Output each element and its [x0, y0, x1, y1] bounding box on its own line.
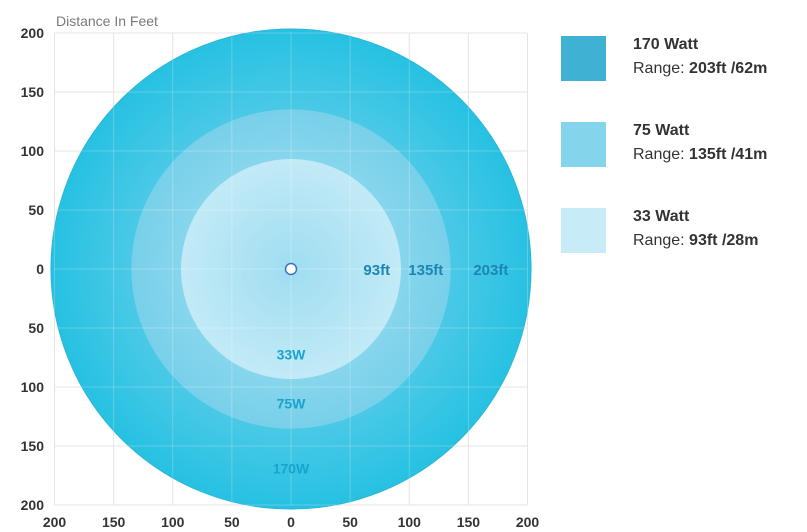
legend-range-value: 203ft /62m	[689, 60, 768, 77]
legend-name: 33 Watt	[633, 208, 690, 225]
legend-item-170w: 170 Watt Range: 203ft /62m	[561, 36, 801, 82]
y-tick-label: 100	[21, 379, 45, 395]
watt-label-75w: 75W	[277, 396, 307, 412]
legend-swatch-33w	[561, 208, 606, 253]
y-tick-label: 150	[21, 84, 45, 100]
legend-swatch-75w	[561, 122, 606, 167]
y-tick-label: 50	[28, 320, 44, 336]
radius-label-75w: 135ft	[408, 262, 443, 279]
legend-item-75w: 75 Watt Range: 135ft /41m	[561, 122, 801, 168]
legend-range: Range: 135ft /41m	[633, 146, 767, 164]
legend-range: Range: 93ft /28m	[633, 232, 758, 250]
watt-label-33w: 33W	[277, 347, 307, 363]
x-tick-label: 150	[457, 514, 481, 530]
legend-range-prefix: Range:	[633, 60, 685, 77]
axis-ticks: 200 150 100 50 0 50 100 150 20020015010050050100…	[21, 25, 540, 530]
legend-range-prefix: Range:	[633, 232, 685, 249]
legend-range-prefix: Range:	[633, 146, 685, 163]
range-labels: 93ft 33W 135ft 75W 203ft 170W	[273, 262, 509, 476]
x-tick-label: 200	[43, 514, 67, 530]
y-tick-label: 150	[21, 438, 45, 454]
x-tick-label: 50	[342, 514, 358, 530]
y-axis-title: Distance In Feet	[56, 13, 158, 29]
legend-swatch-170w	[561, 36, 606, 81]
range-circles	[50, 28, 532, 510]
center-point	[284, 262, 298, 276]
legend: 170 Watt Range: 203ft /62m 75 Watt Range…	[561, 36, 801, 294]
x-tick-label: 100	[161, 514, 185, 530]
legend-name: 75 Watt	[633, 122, 690, 139]
x-tick-label: 150	[102, 514, 126, 530]
y-tick-label: 0	[36, 261, 44, 277]
y-tick-label: 200	[21, 25, 45, 41]
radius-label-33w: 93ft	[363, 262, 390, 279]
y-tick-label: 200	[21, 497, 45, 513]
legend-range-value: 93ft /28m	[689, 232, 759, 249]
legend-range: Range: 203ft /62m	[633, 60, 767, 78]
legend-item-33w: 33 Watt Range: 93ft /28m	[561, 208, 801, 254]
x-tick-label: 200	[516, 514, 540, 530]
x-tick-label: 50	[224, 514, 240, 530]
legend-name: 170 Watt	[633, 36, 699, 53]
radius-label-170w: 203ft	[473, 262, 508, 279]
legend-range-value: 135ft /41m	[689, 146, 768, 163]
y-tick-label: 50	[28, 202, 44, 218]
y-tick-label: 100	[21, 143, 45, 159]
x-tick-label: 100	[398, 514, 422, 530]
watt-label-170w: 170W	[273, 460, 310, 476]
x-tick-label: 0	[287, 514, 295, 530]
